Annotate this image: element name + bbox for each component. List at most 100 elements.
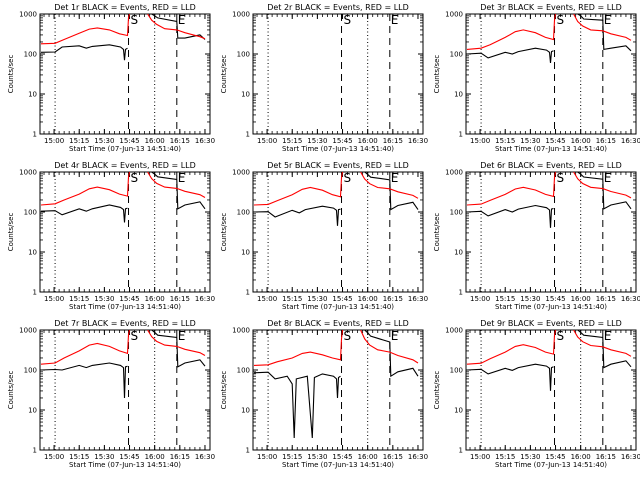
events-series-line bbox=[40, 362, 128, 399]
x-tick-label: 15:00 bbox=[470, 295, 490, 303]
marker-label-s: S bbox=[557, 13, 565, 27]
x-tick-label: 15:15 bbox=[69, 137, 89, 145]
plot-frame bbox=[465, 13, 637, 135]
x-tick-label: 15:15 bbox=[495, 137, 515, 145]
lld-series-line bbox=[40, 172, 131, 206]
y-axis-title: Counts/sec bbox=[7, 371, 15, 410]
x-tick-label: 15:45 bbox=[119, 137, 139, 145]
lld-series-line bbox=[40, 330, 131, 365]
data-layer bbox=[466, 172, 632, 228]
x-axis-title: Start Time (07-Jun-13 14:51:40) bbox=[282, 145, 394, 153]
panel-9: Det 9r BLACK = Events, RED = LLD 1 10 100 10… bbox=[433, 319, 640, 469]
x-tick-label: 15:30 bbox=[307, 295, 327, 303]
y-tick-label: 1000 bbox=[445, 169, 463, 177]
x-tick-label: 15:15 bbox=[69, 295, 89, 303]
x-tick-label: 16:00 bbox=[571, 453, 591, 461]
panel-title: Det 5r BLACK = Events, RED = LLD bbox=[267, 161, 409, 170]
y-axis-title: Counts/sec bbox=[433, 213, 441, 252]
x-tick-label: 15:15 bbox=[282, 295, 302, 303]
plot-frame bbox=[465, 329, 637, 451]
data-layer bbox=[40, 14, 206, 61]
y-tick-label: 100 bbox=[450, 51, 463, 59]
y-axis-title: Counts/sec bbox=[433, 371, 441, 410]
x-tick-label: 15:00 bbox=[470, 137, 490, 145]
x-tick-label: 16:00 bbox=[145, 295, 165, 303]
x-tick-label: 15:30 bbox=[520, 295, 540, 303]
marker-label-e: E bbox=[604, 329, 612, 343]
lld-series-line bbox=[147, 14, 206, 40]
x-tick-label: 15:45 bbox=[332, 137, 352, 145]
lld-series-line bbox=[253, 172, 344, 206]
y-axis-title: Counts/sec bbox=[433, 55, 441, 94]
lld-series-line bbox=[573, 14, 632, 41]
y-tick-label: 1 bbox=[459, 289, 463, 297]
y-tick-label: 100 bbox=[450, 209, 463, 217]
x-tick-label: 16:15 bbox=[170, 137, 190, 145]
x-tick-label: 15:15 bbox=[495, 453, 515, 461]
x-tick-label: 15:15 bbox=[495, 295, 515, 303]
x-axis-title: Start Time (07-Jun-13 14:51:40) bbox=[282, 303, 394, 311]
x-tick-label: 15:00 bbox=[257, 137, 277, 145]
x-axis-title: Start Time (07-Jun-13 14:51:40) bbox=[495, 303, 607, 311]
y-tick-label: 10 bbox=[28, 91, 37, 99]
events-series-line bbox=[151, 330, 206, 368]
plot-frame bbox=[252, 13, 424, 135]
marker-label-s: S bbox=[344, 171, 352, 185]
x-tick-label: 15:30 bbox=[520, 453, 540, 461]
events-series-line bbox=[466, 47, 554, 63]
x-tick-label: 15:30 bbox=[94, 137, 114, 145]
x-axis-title: Start Time (07-Jun-13 14:51:40) bbox=[282, 461, 394, 469]
x-tick-label: 16:30 bbox=[621, 295, 640, 303]
y-tick-label: 100 bbox=[237, 209, 250, 217]
data-layer bbox=[253, 172, 419, 226]
panel-title: Det 2r BLACK = Events, RED = LLD bbox=[267, 3, 409, 12]
panel-title: Det 1r BLACK = Events, RED = LLD bbox=[54, 3, 196, 12]
y-tick-label: 1 bbox=[459, 447, 463, 455]
y-tick-label: 1 bbox=[33, 447, 37, 455]
x-tick-label: 15:45 bbox=[119, 453, 139, 461]
marker-label-e: E bbox=[178, 171, 186, 185]
plot-frame bbox=[465, 171, 637, 293]
x-tick-label: 16:15 bbox=[383, 453, 403, 461]
marker-label-e: E bbox=[178, 329, 186, 343]
marker-label-e: E bbox=[604, 171, 612, 185]
x-axis-title: Start Time (07-Jun-13 14:51:40) bbox=[69, 303, 181, 311]
panel-title: Det 8r BLACK = Events, RED = LLD bbox=[267, 319, 409, 328]
x-tick-label: 15:30 bbox=[94, 295, 114, 303]
x-tick-label: 16:00 bbox=[358, 453, 378, 461]
marker-label-s: S bbox=[557, 329, 565, 343]
x-tick-label: 16:30 bbox=[621, 453, 640, 461]
x-tick-label: 15:30 bbox=[94, 453, 114, 461]
y-tick-label: 1000 bbox=[232, 169, 250, 177]
events-series-line bbox=[577, 172, 632, 210]
data-layer bbox=[466, 14, 632, 63]
plot-frame bbox=[39, 171, 211, 293]
events-series-line bbox=[364, 330, 419, 378]
y-tick-label: 10 bbox=[454, 91, 463, 99]
lld-series-line bbox=[147, 172, 206, 198]
panel-4: Det 4r BLACK = Events, RED = LLD 1 10 100 10… bbox=[7, 161, 215, 311]
y-tick-label: 1 bbox=[33, 289, 37, 297]
marker-label-e: E bbox=[178, 13, 186, 27]
x-tick-label: 16:15 bbox=[596, 295, 616, 303]
y-tick-label: 10 bbox=[454, 407, 463, 415]
marker-label-e: E bbox=[391, 171, 399, 185]
y-tick-label: 1000 bbox=[232, 11, 250, 19]
y-axis-title: Counts/sec bbox=[7, 55, 15, 94]
y-tick-label: 1000 bbox=[19, 11, 37, 19]
x-tick-label: 16:15 bbox=[383, 295, 403, 303]
panel-7: Det 7r BLACK = Events, RED = LLD 1 10 100 10… bbox=[7, 319, 215, 469]
events-series-line bbox=[466, 363, 554, 391]
x-tick-label: 15:45 bbox=[545, 453, 565, 461]
x-tick-label: 16:00 bbox=[145, 453, 165, 461]
lld-series-line bbox=[466, 172, 557, 206]
plot-frame bbox=[39, 13, 211, 135]
x-tick-label: 15:15 bbox=[69, 453, 89, 461]
x-tick-label: 15:00 bbox=[44, 137, 64, 145]
x-tick-label: 16:30 bbox=[195, 137, 215, 145]
lld-series-line bbox=[360, 172, 419, 199]
x-tick-label: 15:45 bbox=[332, 453, 352, 461]
x-tick-label: 16:30 bbox=[195, 453, 215, 461]
x-tick-label: 15:45 bbox=[332, 295, 352, 303]
